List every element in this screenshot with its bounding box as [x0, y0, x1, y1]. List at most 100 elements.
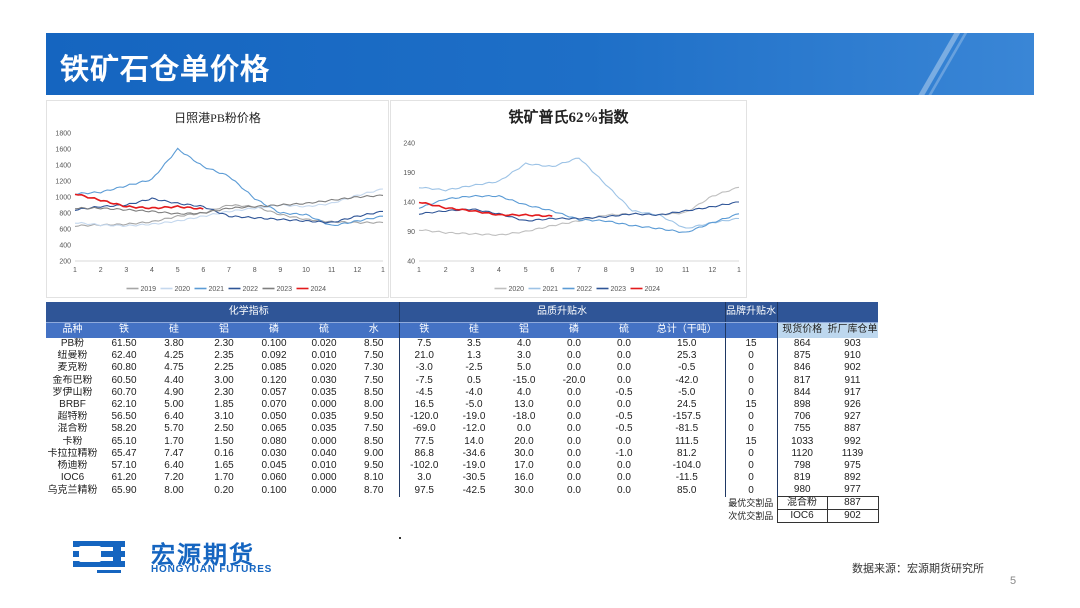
- table-cell: 3.10: [214, 411, 234, 423]
- table-row: IOC6 61.20 7.20 1.70 0.060 0.000 8.10 3.0 -30.5 1…: [46, 472, 878, 485]
- warrant-price-table: 化学指标 品质升贴水 品牌升贴水 品种铁硅铝磷硫水铁硅铝磷硫总计（干吨） 现货价格…: [46, 302, 879, 524]
- table-cell: 3.5: [467, 338, 481, 350]
- y-tick-label: 40: [407, 259, 415, 266]
- table-cell: -81.5: [675, 423, 699, 435]
- table-cell: 706: [776, 411, 827, 424]
- delivery-value: 902: [826, 509, 879, 524]
- table-cell: 980: [776, 484, 827, 497]
- table-cell: 0.035: [311, 386, 337, 398]
- table-cell: 887: [844, 423, 861, 435]
- table-cell: 911: [844, 374, 861, 386]
- x-tick-label: 4: [497, 267, 501, 274]
- delivery-brand: 混合粉: [776, 496, 828, 511]
- row-name: 乌克兰精粉: [47, 484, 98, 496]
- column-header: 现货价格: [776, 322, 827, 338]
- table-cell: 7.20: [164, 472, 184, 484]
- table-cell: 902: [844, 362, 861, 374]
- series-line-2023: [74, 194, 384, 215]
- x-tick-label: 1: [73, 267, 77, 274]
- x-tick-label: 2: [99, 267, 103, 274]
- table-row: 超特粉 56.50 6.40 3.10 0.050 0.035 9.50 -120.0 -19.…: [46, 411, 878, 424]
- empty-cell: [149, 497, 199, 510]
- table-cell: 16.5: [414, 399, 434, 411]
- column-header: 磷: [249, 322, 299, 338]
- table-cell: 0.035: [311, 423, 337, 435]
- empty-cell: [46, 497, 99, 510]
- page-title: 铁矿石仓单价格: [60, 52, 271, 86]
- table-cell: -2.5: [465, 362, 483, 374]
- column-header: 硅: [149, 322, 199, 338]
- table-cell: 8.50: [349, 386, 400, 399]
- y-tick-label: 190: [403, 170, 415, 177]
- y-tick-label: 140: [403, 200, 415, 207]
- table-cell: 0.100: [261, 338, 287, 350]
- table-cell: 1.85: [214, 399, 234, 411]
- table-cell: 13.0: [514, 399, 534, 411]
- table-cell: -104.0: [672, 459, 701, 471]
- table-cell: 0: [724, 374, 777, 387]
- table-cell: -102.0: [410, 459, 439, 471]
- table-cell: -34.6: [462, 447, 486, 459]
- title-banner: 铁矿石仓单价格: [46, 33, 1034, 95]
- table-cell: 0.0: [567, 472, 581, 484]
- table-cell: 0.0: [617, 338, 631, 350]
- table-cell: 7.50: [349, 423, 400, 436]
- series-line-2020: [418, 186, 740, 236]
- table-cell: -19.0: [462, 459, 486, 471]
- legend-label: 2021: [209, 286, 225, 293]
- table-cell: 846: [776, 362, 827, 375]
- row-name: 金布巴粉: [52, 374, 93, 386]
- table-cell: 60.70: [111, 386, 137, 398]
- table-cell: 1033: [776, 435, 827, 448]
- table-cell: 0.085: [261, 362, 287, 374]
- delivery-brand: IOC6: [776, 509, 828, 524]
- table-cell: 4.25: [164, 350, 184, 362]
- row-name: 杨迪粉: [57, 459, 88, 471]
- table-cell: 1139: [841, 447, 864, 459]
- table-cell: 0.0: [617, 399, 631, 411]
- table-cell: 927: [844, 411, 861, 423]
- column-header: 总计（干吨）: [649, 322, 725, 338]
- table-cell: 14.0: [464, 435, 484, 447]
- table-cell: 0.040: [311, 447, 337, 459]
- delivery-label: 次优交割品: [728, 511, 774, 522]
- x-tick-label: 8: [604, 267, 608, 274]
- y-tick-label: 1600: [55, 147, 71, 154]
- table-cell: -11.5: [675, 472, 698, 484]
- table-cell: 1.70: [164, 435, 184, 447]
- series-line-2024: [418, 201, 553, 218]
- table-cell: 910: [844, 350, 861, 362]
- x-tick-label: 5: [176, 267, 180, 274]
- warrant-price-table-wrap: 化学指标 品质升贴水 品牌升贴水 品种铁硅铝磷硫水铁硅铝磷硫总计（干吨） 现货价格…: [46, 302, 879, 524]
- table-cell: 81.2: [677, 447, 697, 459]
- row-name: 混合粉: [57, 423, 88, 435]
- table-cell: 24.5: [677, 399, 697, 411]
- series-line-2020: [74, 188, 384, 227]
- column-header: 铁: [99, 322, 149, 338]
- empty-cell: [299, 497, 349, 510]
- logo-text-cn: 宏源期货: [151, 541, 255, 569]
- table-cell: 844: [776, 386, 827, 399]
- table-cell: 4.75: [164, 362, 184, 374]
- x-tick-label: 11: [328, 267, 335, 274]
- table-cell: 8.50: [349, 435, 400, 448]
- x-tick-label: 6: [550, 267, 554, 274]
- table-cell: 85.0: [677, 484, 697, 496]
- table-cell: 0.0: [617, 350, 631, 362]
- table-row: 乌克兰精粉 65.90 8.00 0.20 0.100 0.000 8.70 97.5 -42.…: [46, 484, 878, 497]
- table-cell: 62.10: [111, 399, 137, 411]
- row-name: 超特粉: [57, 411, 88, 423]
- series-line-2022: [74, 197, 383, 224]
- table-cell: -157.5: [672, 411, 701, 423]
- table-cell: 20.0: [514, 435, 534, 447]
- table-cell: 15: [724, 435, 777, 448]
- table-cell: 7.50: [349, 350, 400, 363]
- x-tick-label: 12: [353, 267, 361, 274]
- table-group-header: 化学指标 品质升贴水 品牌升贴水: [46, 302, 878, 323]
- row-name: 麦克粉: [57, 362, 88, 374]
- table-cell: 65.47: [111, 447, 137, 459]
- table-cell: 30.0: [514, 484, 534, 496]
- table-cell: 16.0: [514, 472, 534, 484]
- table-cell: -0.5: [615, 386, 633, 398]
